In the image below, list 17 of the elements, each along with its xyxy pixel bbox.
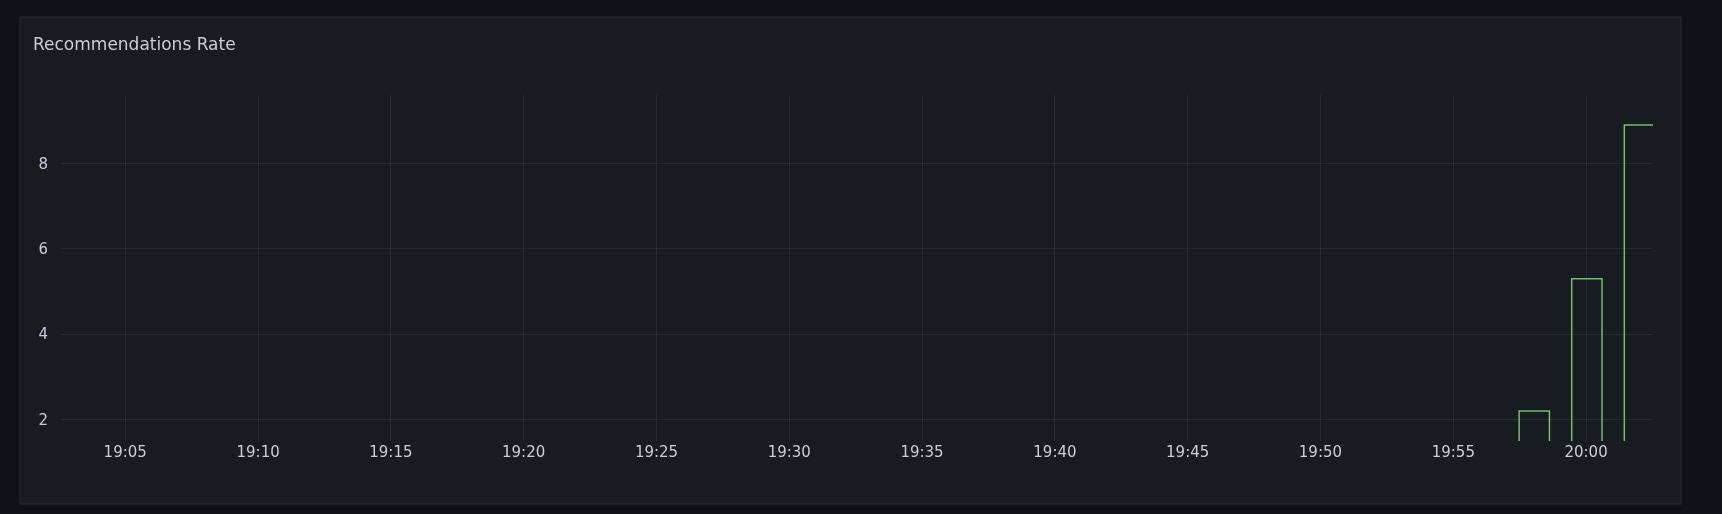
y-tick-label: 2	[38, 410, 48, 429]
x-tick-label: 19:10	[236, 443, 280, 461]
x-tick-label: 19:30	[767, 443, 811, 461]
x-tick-label: 19:25	[634, 443, 679, 461]
y-tick-label: 6	[38, 240, 48, 259]
x-tick-label: 19:20	[502, 443, 546, 461]
chart-title: Recommendations Rate	[33, 33, 236, 54]
y-tick-label: 8	[38, 154, 48, 173]
x-tick-label: 19:15	[369, 443, 413, 461]
x-tick-label: 20:00	[1564, 443, 1608, 461]
y-tick-label: 4	[38, 325, 48, 344]
x-tick-label: 19:05	[103, 443, 147, 461]
x-tick-label: 19:40	[1033, 443, 1077, 461]
x-tick-label: 19:35	[900, 443, 944, 461]
x-tick-label: 19:50	[1298, 443, 1343, 461]
x-tick-label: 19:55	[1431, 443, 1475, 461]
x-tick-label: 19:45	[1166, 443, 1210, 461]
